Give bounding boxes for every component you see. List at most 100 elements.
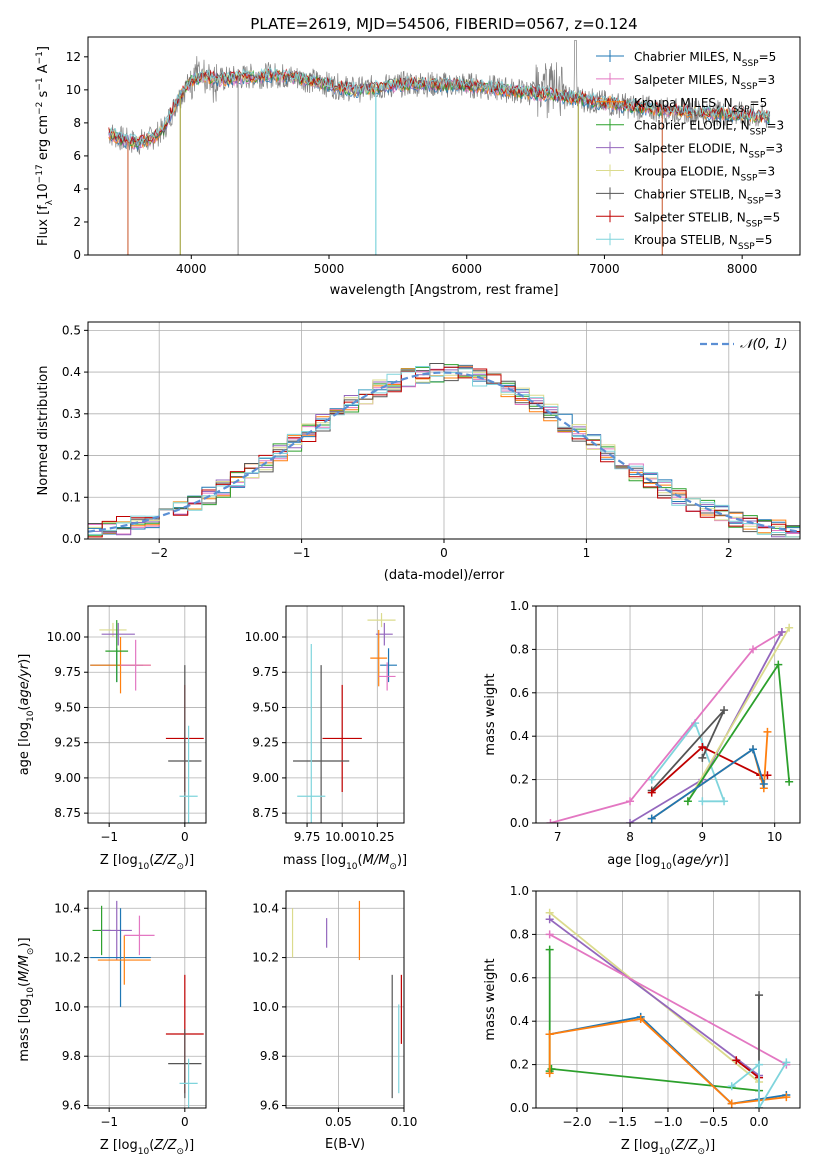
legend-label-sub: SSP [738, 242, 755, 252]
x-tick-label: −1.0 [653, 1115, 682, 1129]
plot-area [88, 891, 206, 1108]
x-tick-label: −1 [293, 546, 311, 560]
y-tick-label: 9.50 [54, 700, 81, 714]
label-part: 10 [26, 710, 36, 722]
error-bar-point [120, 639, 151, 691]
x-tick-label: 10 [767, 830, 782, 844]
legend-label: Chabrier ELODIE, NSSP=3 [634, 119, 784, 138]
x-axis-label: age [log10(age/yr)] [607, 853, 729, 872]
error-bar-point [297, 644, 326, 823]
weight-marker [755, 991, 764, 1000]
legend-label-rest: =5 [759, 50, 777, 64]
panel-mass_vs_Z: −1 09.69.810.010.210.4Z [log10(Z/Z⊙)]mass… [17, 890, 207, 1157]
weight-marker [626, 797, 635, 806]
model-spectrum [108, 66, 771, 147]
label-part: Z [log [100, 853, 138, 868]
label-part: −2 [35, 102, 45, 115]
label-part: 10 [659, 1147, 671, 1157]
y-tick-label: 0.2 [62, 449, 81, 463]
weight-marker [755, 1104, 764, 1108]
weight-series [546, 628, 786, 823]
legend-label-base: Chabrier STELIB, N [634, 187, 747, 201]
weight-marker [777, 628, 786, 637]
label-part: 10 [26, 987, 36, 999]
error-bar-point [105, 620, 129, 683]
y-axis-label: Normed distribution [36, 366, 51, 496]
error-bar-point [378, 662, 396, 691]
y-tick-label: 9.8 [62, 1049, 81, 1063]
x-axis-label: E(B-V) [325, 1137, 365, 1152]
x-tick-label: 9.75 [294, 830, 321, 844]
axes-frame [87, 890, 207, 1109]
weight-line [549, 918, 760, 1077]
plot-content [545, 908, 791, 1108]
x-tick-label: 10.25 [360, 830, 394, 844]
x-tick-label: 4000 [176, 262, 207, 276]
weight-marker [763, 727, 772, 736]
y-tick-label: 0.4 [510, 1014, 529, 1028]
label-part: ⊙ [26, 948, 36, 956]
weight-marker [636, 1015, 645, 1024]
legend-label-base: Salpeter STELIB, N [634, 210, 746, 224]
label-part: ( [17, 706, 32, 711]
legend-label: Salpeter ELODIE, NSSP=3 [634, 142, 783, 161]
label-part: −1 [35, 51, 45, 64]
legend-label-base: Kroupa STELIB, N [634, 233, 738, 247]
x-tick-label: −2 [150, 546, 168, 560]
y-tick-label: 9.75 [54, 665, 81, 679]
y-axis-label: mass weight [483, 958, 498, 1040]
label-part: M/M [363, 853, 390, 868]
plot-content [293, 613, 397, 823]
y-tick-label: 10.00 [47, 630, 81, 644]
error-bar-point [322, 684, 362, 792]
y-tick-label: 10 [66, 83, 81, 97]
y-tick-label: 0.0 [510, 816, 529, 830]
y-tick-label: 12 [66, 50, 81, 64]
y-tick-label: 10.00 [245, 630, 279, 644]
legend-label-rest: =3 [757, 165, 775, 179]
label-part: ( [149, 853, 154, 868]
weight-marker [647, 814, 656, 823]
label-part: s [36, 90, 51, 101]
y-tick-label: 9.75 [252, 665, 279, 679]
weight-marker [545, 915, 554, 924]
plot-area [286, 606, 404, 823]
label-part: ⊙ [176, 1147, 184, 1157]
panel-age_vs_mass: 9.75 10.00 10.258.759.009.259.509.7510.00m… [245, 605, 407, 872]
x-tick-label: −1 [100, 1115, 118, 1129]
error-bar-point [293, 665, 350, 823]
x-tick-label: 7000 [589, 262, 620, 276]
y-tick-label: 0 [73, 248, 81, 262]
label-part: A [36, 64, 51, 77]
label-part: age/yr [17, 662, 32, 705]
label-part: mass [log [283, 853, 346, 868]
x-tick-label: −2.0 [562, 1115, 591, 1129]
axes-frame [285, 890, 405, 1109]
y-tick-label: 9.00 [252, 771, 279, 785]
label-part: Z [log [621, 1138, 659, 1153]
y-tick-label: 10.2 [54, 951, 81, 965]
weight-marker [545, 1030, 554, 1039]
error-bar-point [168, 665, 202, 823]
label-part: −1 [35, 77, 45, 90]
y-tick-label: 8.75 [252, 806, 279, 820]
panel-spectrum: 4000 5000 6000 7000 8000 0 2 4 6 8 10 12 wavelength … [35, 36, 801, 298]
legend-label-sub: SSP [741, 174, 758, 184]
weight-marker [727, 1099, 736, 1108]
legend: 𝒩(0, 1) [700, 337, 787, 352]
legend-label-sub: SSP [748, 151, 765, 161]
y-tick-label: 8.75 [54, 806, 81, 820]
panel-mass_vs_ebv: 0.05 0.10 9.6 9.8 10.0 10.2 10.4 E(B-V) [252, 890, 417, 1152]
y-tick-label: 1.0 [510, 884, 529, 898]
legend-label: Kroupa ELODIE, NSSP=3 [634, 165, 775, 184]
y-tick-label: 0.2 [510, 773, 529, 787]
y-tick-label: 0.6 [510, 971, 529, 985]
x-tick-label: 8 [626, 830, 634, 844]
label-part: )] [184, 1138, 194, 1153]
legend-label-rest: =3 [766, 119, 784, 133]
y-tick-label: 0.0 [62, 532, 81, 546]
weight-marker [785, 623, 794, 632]
x-tick-label: 0.05 [325, 1115, 352, 1129]
label-part: 10 [138, 1147, 150, 1157]
